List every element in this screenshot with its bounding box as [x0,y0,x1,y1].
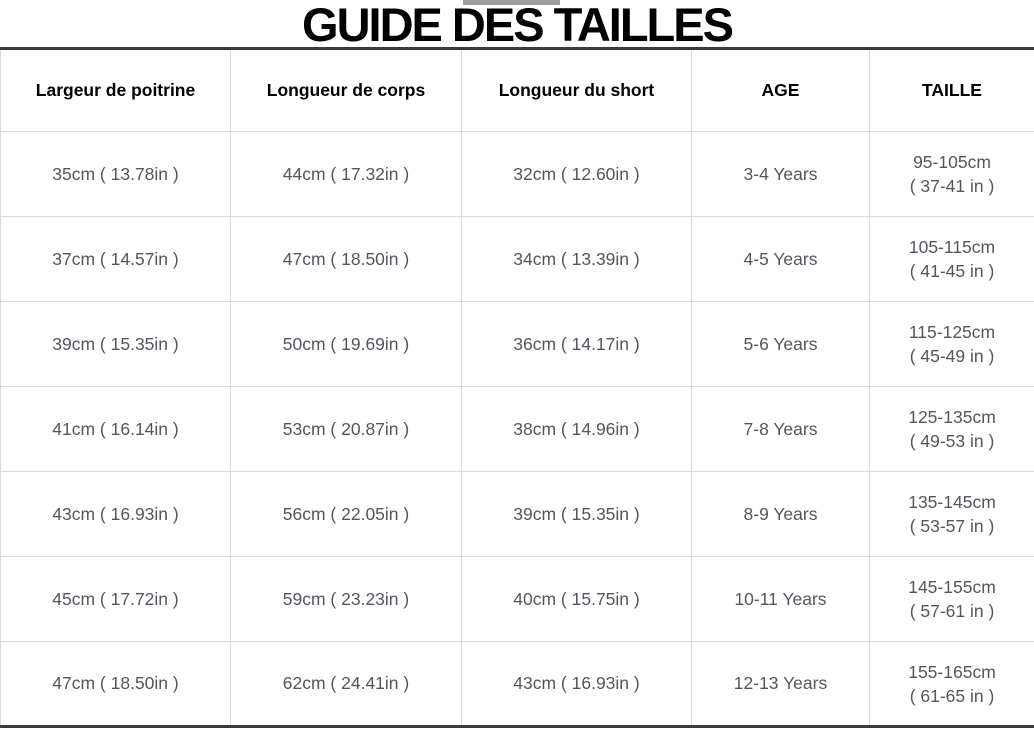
table-row: 43cm ( 16.93in ) 56cm ( 22.05in ) 39cm (… [0,471,1034,557]
column-header-taille: TAILLE [869,48,1034,132]
cell-taille: 115-125cm ( 45-49 in ) [869,301,1034,387]
taille-cm: 95-105cm [913,152,991,172]
taille-cm: 105-115cm [908,237,996,257]
taille-inches: ( 41-45 in ) [909,261,995,281]
taille-cm: 125-135cm [908,407,996,427]
table-row: 41cm ( 16.14in ) 53cm ( 20.87in ) 38cm (… [0,386,1034,472]
table-row: 35cm ( 13.78in ) 44cm ( 17.32in ) 32cm (… [0,131,1034,217]
taille-inches: ( 49-53 in ) [909,431,995,451]
cell-chest-width: 37cm ( 14.57in ) [0,216,231,302]
cell-age: 4-5 Years [691,216,870,302]
taille-cm: 115-125cm [908,322,996,342]
taille-cm: 135-145cm [908,492,996,512]
cell-body-length: 59cm ( 23.23in ) [230,556,462,642]
cell-chest-width: 47cm ( 18.50in ) [0,641,231,727]
taille-inches: ( 61-65 in ) [909,685,995,706]
table-row: 39cm ( 15.35in ) 50cm ( 19.69in ) 36cm (… [0,301,1034,387]
column-header-short-length: Longueur du short [461,48,692,132]
taille-inches: ( 57-61 in ) [909,601,995,621]
table-row: 47cm ( 18.50in ) 62cm ( 24.41in ) 43cm (… [0,641,1034,727]
table-row: 45cm ( 17.72in ) 59cm ( 23.23in ) 40cm (… [0,556,1034,642]
cell-body-length: 47cm ( 18.50in ) [230,216,462,302]
cell-age: 3-4 Years [691,131,870,217]
cell-taille: 135-145cm ( 53-57 in ) [869,471,1034,557]
taille-inches: ( 45-49 in ) [909,346,995,366]
cell-chest-width: 45cm ( 17.72in ) [0,556,231,642]
column-header-chest-width: Largeur de poitrine [0,48,231,132]
cell-body-length: 44cm ( 17.32in ) [230,131,462,217]
cell-chest-width: 35cm ( 13.78in ) [0,131,231,217]
cell-age: 5-6 Years [691,301,870,387]
taille-cm: 155-165cm [908,661,996,682]
column-header-age: AGE [691,48,870,132]
taille-inches: ( 53-57 in ) [909,516,995,536]
cell-taille: 105-115cm ( 41-45 in ) [869,216,1034,302]
taille-cm: 145-155cm [908,577,996,597]
cell-chest-width: 43cm ( 16.93in ) [0,471,231,557]
size-guide-table: Largeur de poitrine Longueur de corps Lo… [0,47,1034,728]
cell-short-length: 32cm ( 12.60in ) [461,131,692,217]
header-row: Largeur de poitrine Longueur de corps Lo… [0,48,1034,132]
cell-body-length: 53cm ( 20.87in ) [230,386,462,472]
cell-short-length: 40cm ( 15.75in ) [461,556,692,642]
cell-body-length: 56cm ( 22.05in ) [230,471,462,557]
cell-age: 12-13 Years [691,641,870,727]
cell-body-length: 50cm ( 19.69in ) [230,301,462,387]
cell-short-length: 34cm ( 13.39in ) [461,216,692,302]
cell-chest-width: 41cm ( 16.14in ) [0,386,231,472]
cell-short-length: 38cm ( 14.96in ) [461,386,692,472]
cell-chest-width: 39cm ( 15.35in ) [0,301,231,387]
cell-age: 10-11 Years [691,556,870,642]
cell-taille: 125-135cm ( 49-53 in ) [869,386,1034,472]
taille-inches: ( 37-41 in ) [909,176,995,196]
cell-taille: 155-165cm ( 61-65 in ) [869,641,1034,727]
cell-body-length: 62cm ( 24.41in ) [230,641,462,727]
cell-taille: 145-155cm ( 57-61 in ) [869,556,1034,642]
cell-short-length: 43cm ( 16.93in ) [461,641,692,727]
cell-age: 7-8 Years [691,386,870,472]
cell-age: 8-9 Years [691,471,870,557]
column-header-body-length: Longueur de corps [230,48,462,132]
cell-short-length: 39cm ( 15.35in ) [461,471,692,557]
crop-artifact [463,0,560,5]
table-row: 37cm ( 14.57in ) 47cm ( 18.50in ) 34cm (… [0,216,1034,302]
page-title: GUIDE DES TAILLES [302,0,734,51]
cell-short-length: 36cm ( 14.17in ) [461,301,692,387]
cell-taille: 95-105cm ( 37-41 in ) [869,131,1034,217]
